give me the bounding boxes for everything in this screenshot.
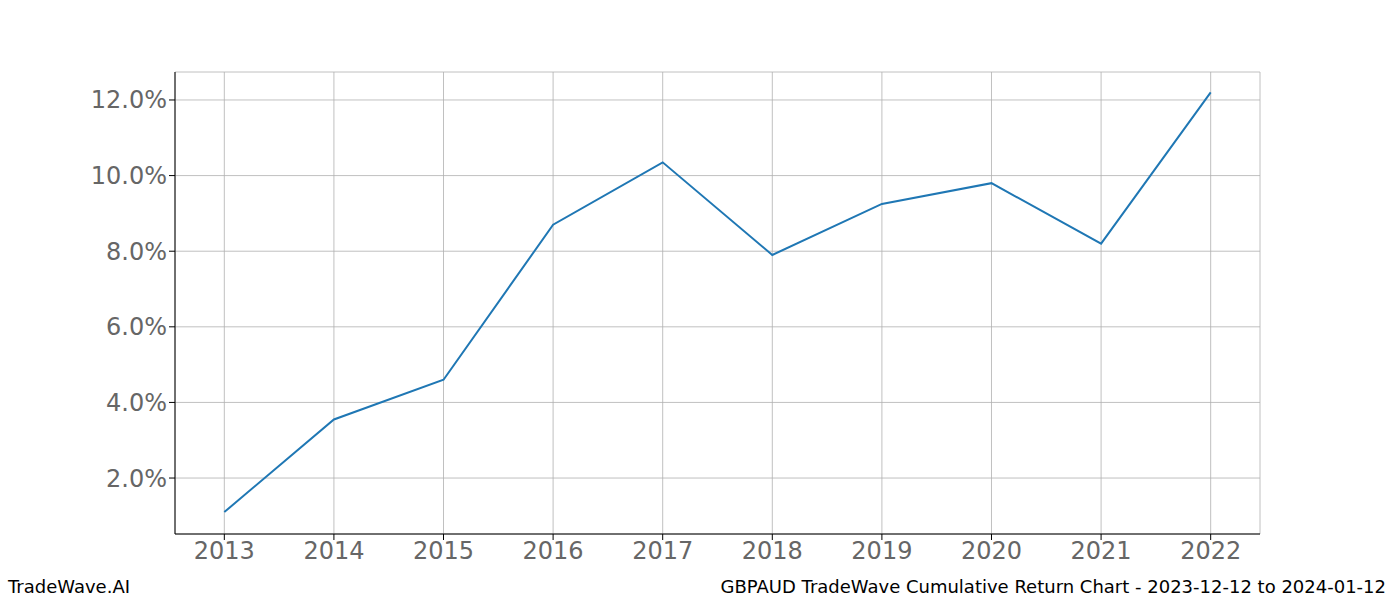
svg-text:12.0%: 12.0% <box>91 86 167 114</box>
html-text:TradeWave.AI: TradeWave.AI <box>8 576 130 597</box>
svg-text:2017: 2017 <box>632 537 693 565</box>
svg-text:6.0%: 6.0% <box>106 313 167 341</box>
svg-text:4.0%: 4.0% <box>106 389 167 417</box>
svg-text:10.0%: 10.0% <box>91 162 167 190</box>
svg-text:2013: 2013 <box>194 537 255 565</box>
html-text:GBPAUD TradeWave Cumulative Re: GBPAUD TradeWave Cumulative Return Chart… <box>720 576 1386 597</box>
svg-text:2022: 2022 <box>1180 537 1241 565</box>
svg-text:2015: 2015 <box>413 537 474 565</box>
svg-text:2014: 2014 <box>303 537 364 565</box>
svg-text:2.0%: 2.0% <box>106 465 167 493</box>
svg-text:2019: 2019 <box>851 537 912 565</box>
svg-text:2020: 2020 <box>961 537 1022 565</box>
svg-text:8.0%: 8.0% <box>106 238 167 266</box>
svg-text:2021: 2021 <box>1071 537 1132 565</box>
svg-text:2016: 2016 <box>523 537 584 565</box>
svg-text:2018: 2018 <box>742 537 803 565</box>
